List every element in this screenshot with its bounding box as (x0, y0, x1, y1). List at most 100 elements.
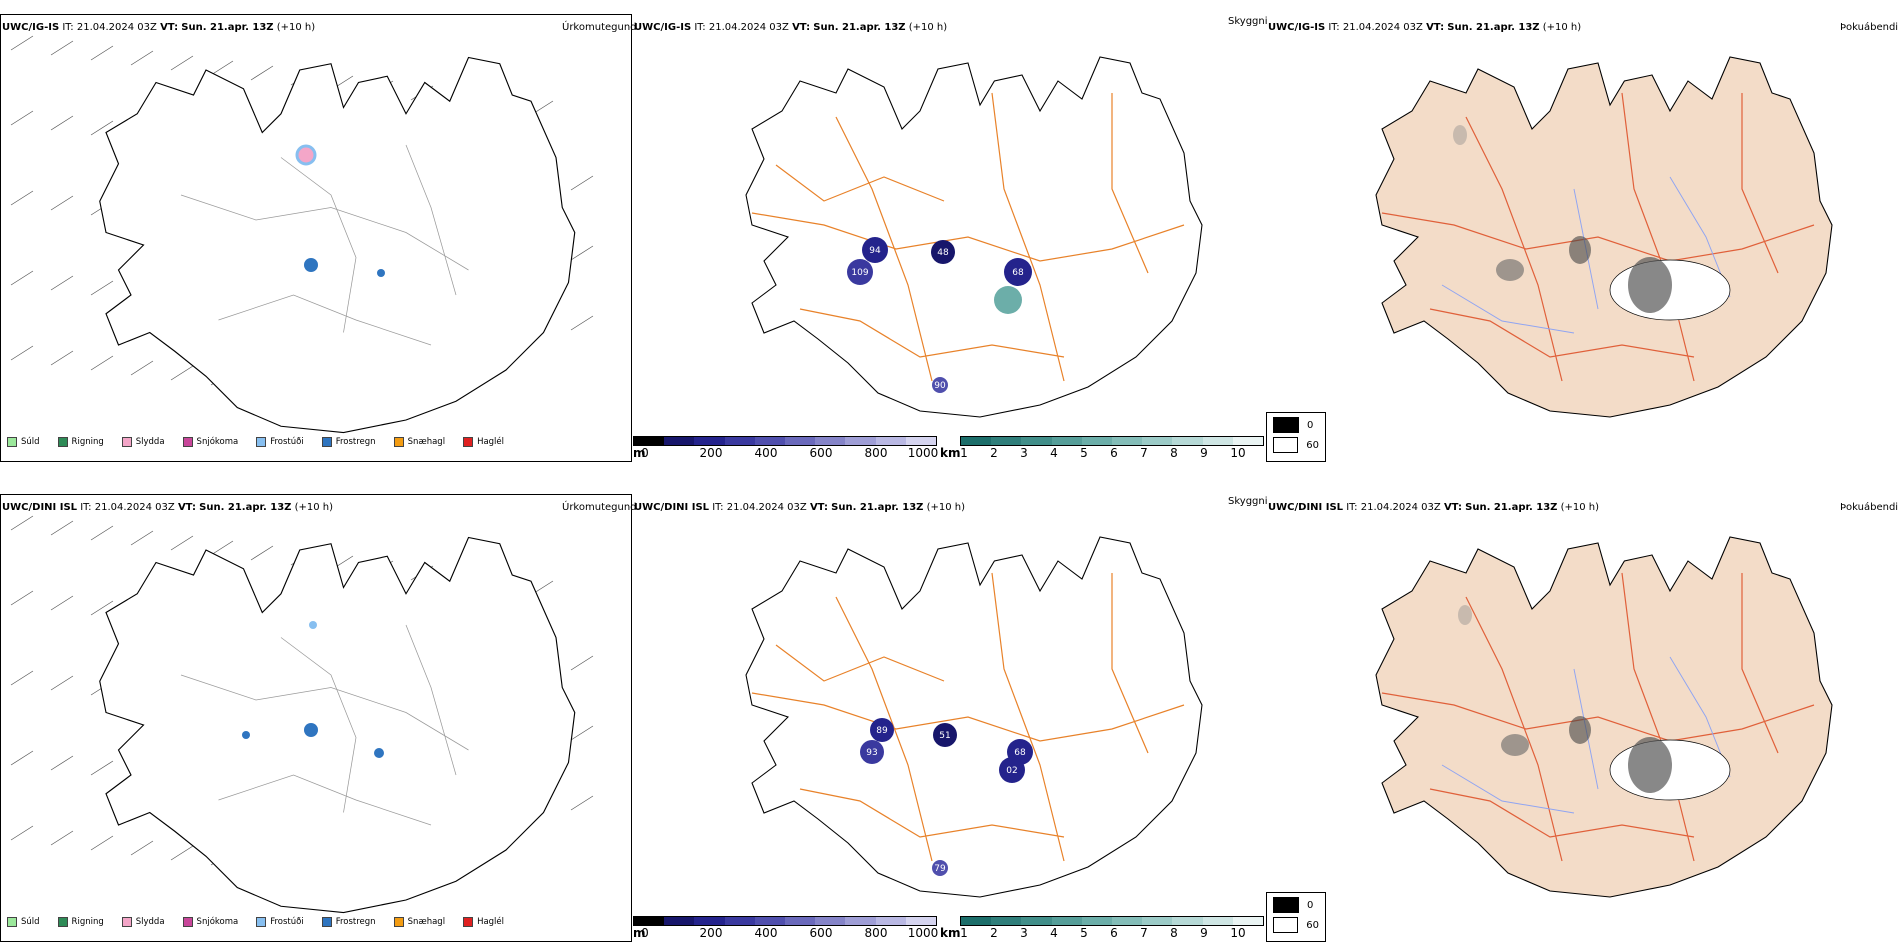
run-header-top-2: UWC/IG-IS IT: 21.04.2024 03Z VT: Sun. 21… (634, 22, 948, 33)
vis-unit-bottom: km (940, 926, 961, 940)
peak-label: 90 (934, 381, 946, 391)
cbar-tick: 5 (1080, 446, 1088, 460)
peak-label: 79 (934, 864, 946, 874)
ceiling-colorbar-bottom: 0 200 400 600 800 1000 (633, 916, 939, 940)
cbar-tick: 4 (1050, 926, 1058, 940)
legend-swatch (7, 917, 17, 927)
cbar-tick: 3 (1020, 446, 1028, 460)
legend-item: Rigning (57, 917, 104, 927)
peak-label: 48 (937, 248, 949, 258)
cbar-tick: 9 (1200, 926, 1208, 940)
cbar-tick: 1 (960, 446, 968, 460)
vis-colorbar-bottom: 1 2 3 4 5 6 7 8 9 10 (960, 916, 1264, 940)
legend-swatch (393, 437, 404, 447)
legend-swatch (321, 437, 332, 447)
cbar-tick: 5 (1080, 926, 1088, 940)
legend-item: Snæhagl (393, 917, 445, 927)
precip-cell-snow (295, 144, 317, 166)
panel-title-precip-bottom: Úrkomutegund (562, 502, 637, 513)
panel-title-fog-top: Þokuábendi (1840, 22, 1899, 33)
legend-item: Haglél (463, 917, 504, 927)
legend-swatch (182, 437, 193, 447)
cbar-tick: 6 (1110, 926, 1118, 940)
peak-label: 93 (866, 748, 877, 758)
peak-label: 68 (1012, 268, 1024, 278)
cbar-tick: 10 (1230, 446, 1246, 460)
legend-item: Frostúði (256, 917, 304, 927)
precip-type-panel-top: Súld Rigning Slydda Snjókoma Frostúði Fr… (0, 14, 632, 462)
cbar-tick: 1000 (907, 926, 939, 940)
panel-title-ceiling-bottom: Skyggni (1228, 496, 1268, 507)
cbar-tick: 0 (641, 926, 649, 940)
legend-swatch (463, 437, 474, 447)
peak-label: 68 (1014, 748, 1026, 758)
cbar-tick: 600 (809, 446, 833, 460)
vis-unit-top: km (940, 446, 961, 460)
legend-item: Slydda (121, 917, 165, 927)
precip-map-top (10, 35, 594, 434)
run-header-top-1: UWC/IG-IS IT: 21.04.2024 03Z VT: Sun. 21… (2, 22, 316, 33)
cbar-tick: 8 (1170, 926, 1178, 940)
panel-title-ceiling-top: Skyggni (1228, 16, 1268, 27)
legend-item: Snjókoma (182, 917, 238, 927)
cbar-tick: 9 (1200, 446, 1208, 460)
legend-swatch (57, 917, 68, 927)
legend-swatch (182, 917, 193, 927)
cbar-tick: 8 (1170, 446, 1178, 460)
legend-swatch (57, 437, 68, 447)
run-header-top-3: UWC/IG-IS IT: 21.04.2024 03Z VT: Sun. 21… (1268, 22, 1582, 33)
ceiling-map-top: 94 48 109 68 90 (745, 56, 1203, 418)
fog-key-top: 0 60 (1266, 412, 1326, 462)
cbar-tick: 2 (990, 446, 998, 460)
legend-swatch (7, 437, 17, 447)
precip-cell-freezing-2 (377, 269, 385, 277)
cbar-tick: 200 (699, 926, 723, 940)
cbar-tick: 200 (699, 446, 723, 460)
ceiling-colorbar-top: 0 200 400 600 800 1000 (633, 436, 939, 460)
cbar-tick: 7 (1140, 446, 1148, 460)
cbar-tick: 800 (864, 446, 888, 460)
cbar-tick: 1 (960, 926, 968, 940)
cbar-tick: 400 (754, 446, 778, 460)
fog-map-top (1375, 56, 1833, 418)
fog-key-bottom: 0 60 (1266, 892, 1326, 942)
legend-swatch (121, 437, 132, 447)
cbar-tick: 800 (864, 926, 888, 940)
vis-colorbar-top: 1 2 3 4 5 6 7 8 9 10 (960, 436, 1264, 460)
precip-map-bottom (10, 515, 594, 914)
peak-label: 89 (876, 726, 888, 736)
run-header-bottom-3: UWC/DINI ISL IT: 21.04.2024 03Z VT: Sun.… (1268, 502, 1600, 513)
precip-cell-freezing (304, 258, 318, 272)
cbar-tick: 2 (990, 926, 998, 940)
cbar-tick: 4 (1050, 446, 1058, 460)
legend-item: Snæhagl (393, 437, 445, 447)
legend-swatch (321, 917, 332, 927)
legend-item: Frostúði (256, 437, 304, 447)
cbar-tick: 0 (641, 446, 649, 460)
cbar-tick: 7 (1140, 926, 1148, 940)
peak-label: 51 (939, 731, 950, 741)
peak-label: 02 (1006, 766, 1017, 776)
panel-title-precip-top: Úrkomutegund (562, 22, 637, 33)
legend-item: Súld (7, 917, 40, 927)
fog-map-bottom (1375, 536, 1833, 898)
cbar-tick: 10 (1230, 926, 1246, 940)
cbar-tick: 400 (754, 926, 778, 940)
legend-item: Rigning (57, 437, 104, 447)
cbar-tick: 3 (1020, 926, 1028, 940)
ceiling-unit-top: m (633, 446, 646, 460)
legend-swatch (256, 917, 267, 927)
legend-item: Frostregn (321, 917, 376, 927)
legend-item: Frostregn (321, 437, 376, 447)
legend-swatch (463, 917, 474, 927)
legend-swatch (256, 437, 267, 447)
run-header-bottom-2: UWC/DINI ISL IT: 21.04.2024 03Z VT: Sun.… (634, 502, 966, 513)
cbar-tick: 600 (809, 926, 833, 940)
cbar-tick: 1000 (907, 446, 939, 460)
precip-type-panel-bottom: Súld Rigning Slydda Snjókoma Frostúði Fr… (0, 494, 632, 942)
precip-legend-top: Súld Rigning Slydda Snjókoma Frostúði Fr… (7, 437, 518, 447)
legend-item: Haglél (463, 437, 504, 447)
legend-swatch (393, 917, 404, 927)
ceiling-map-bottom: 89 51 93 68 02 79 (745, 536, 1203, 898)
legend-item: Slydda (121, 437, 165, 447)
